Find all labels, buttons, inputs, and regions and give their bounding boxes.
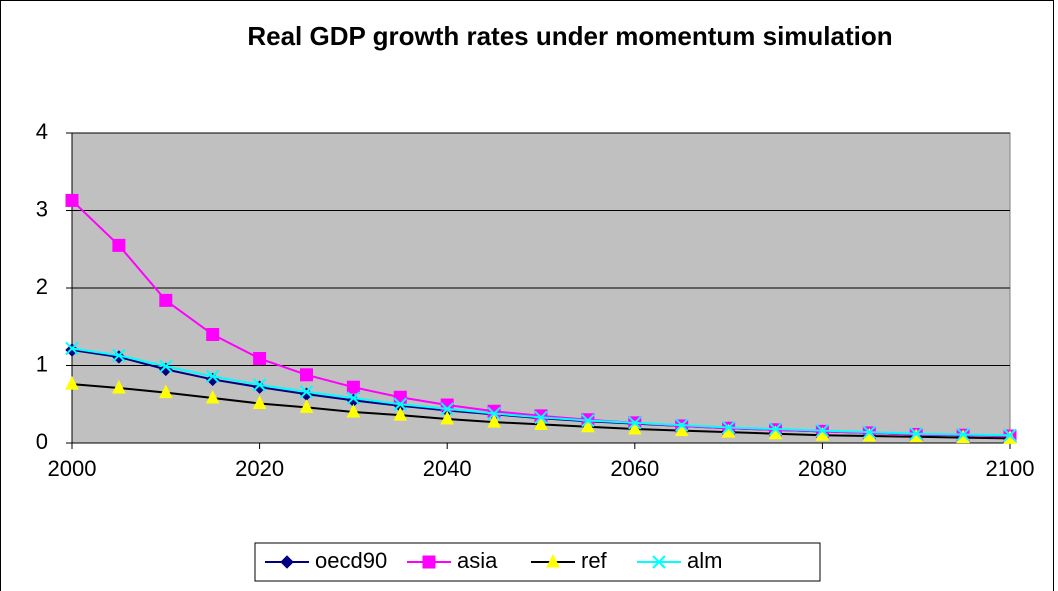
data-point bbox=[534, 410, 548, 425]
legend: oecd90 asia ref alm bbox=[254, 542, 821, 582]
legend-marker bbox=[546, 553, 560, 568]
y-tick-label: 1 bbox=[36, 351, 48, 376]
data-point bbox=[487, 413, 501, 428]
data-point bbox=[252, 378, 267, 392]
data-point bbox=[346, 380, 360, 394]
data-point bbox=[487, 406, 501, 421]
x-tick-label: 2020 bbox=[235, 456, 284, 481]
data-point bbox=[205, 369, 220, 384]
data-point bbox=[205, 389, 220, 404]
legend-marker bbox=[422, 555, 436, 569]
data-point bbox=[674, 422, 689, 437]
data-point bbox=[346, 403, 361, 418]
data-point bbox=[815, 423, 830, 438]
y-tick-label: 3 bbox=[36, 196, 48, 221]
y-tick-label: 4 bbox=[36, 119, 48, 144]
data-point bbox=[300, 368, 313, 382]
legend-label: oecd90 bbox=[315, 548, 387, 573]
data-point bbox=[158, 384, 173, 399]
data-point bbox=[534, 416, 548, 430]
legend-marker bbox=[652, 555, 666, 569]
y-tick-label: 2 bbox=[36, 274, 48, 299]
data-point bbox=[112, 379, 126, 394]
data-point bbox=[159, 293, 173, 307]
legend-label: alm bbox=[687, 548, 722, 573]
x-tick-label: 2060 bbox=[610, 456, 659, 481]
data-point bbox=[440, 402, 454, 416]
x-tick-label: 2080 bbox=[798, 456, 847, 481]
legend-label: asia bbox=[457, 548, 498, 573]
data-point bbox=[768, 422, 783, 436]
data-point bbox=[674, 418, 689, 432]
data-point bbox=[112, 348, 126, 363]
data-point bbox=[65, 193, 79, 207]
data-point bbox=[299, 399, 314, 413]
data-point bbox=[393, 406, 408, 421]
data-point bbox=[112, 238, 126, 252]
data-point bbox=[581, 418, 595, 433]
data-point bbox=[721, 420, 736, 435]
y-tick-label: 0 bbox=[36, 429, 48, 454]
data-point bbox=[252, 395, 267, 409]
data-point bbox=[862, 425, 877, 439]
x-tick-label: 2100 bbox=[986, 456, 1035, 481]
legend-label: ref bbox=[581, 548, 608, 573]
x-tick-label: 2000 bbox=[48, 456, 97, 481]
data-point bbox=[627, 420, 642, 435]
data-point bbox=[159, 359, 173, 373]
data-point bbox=[206, 328, 220, 341]
legend-marker bbox=[280, 555, 294, 569]
data-point bbox=[393, 397, 408, 411]
data-point bbox=[440, 410, 455, 425]
data-point bbox=[581, 413, 595, 428]
data-point bbox=[65, 341, 79, 356]
data-point bbox=[1003, 428, 1017, 442]
data-point bbox=[299, 385, 314, 399]
data-point bbox=[65, 343, 79, 357]
data-point bbox=[956, 427, 970, 442]
data-point bbox=[909, 426, 923, 441]
data-point bbox=[393, 390, 407, 404]
data-point bbox=[628, 416, 642, 430]
chart-title: Real GDP growth rates under momentum sim… bbox=[247, 21, 892, 51]
data-point bbox=[346, 391, 361, 405]
x-tick-label: 2040 bbox=[423, 456, 472, 481]
data-point bbox=[253, 352, 267, 366]
data-point bbox=[65, 375, 79, 390]
